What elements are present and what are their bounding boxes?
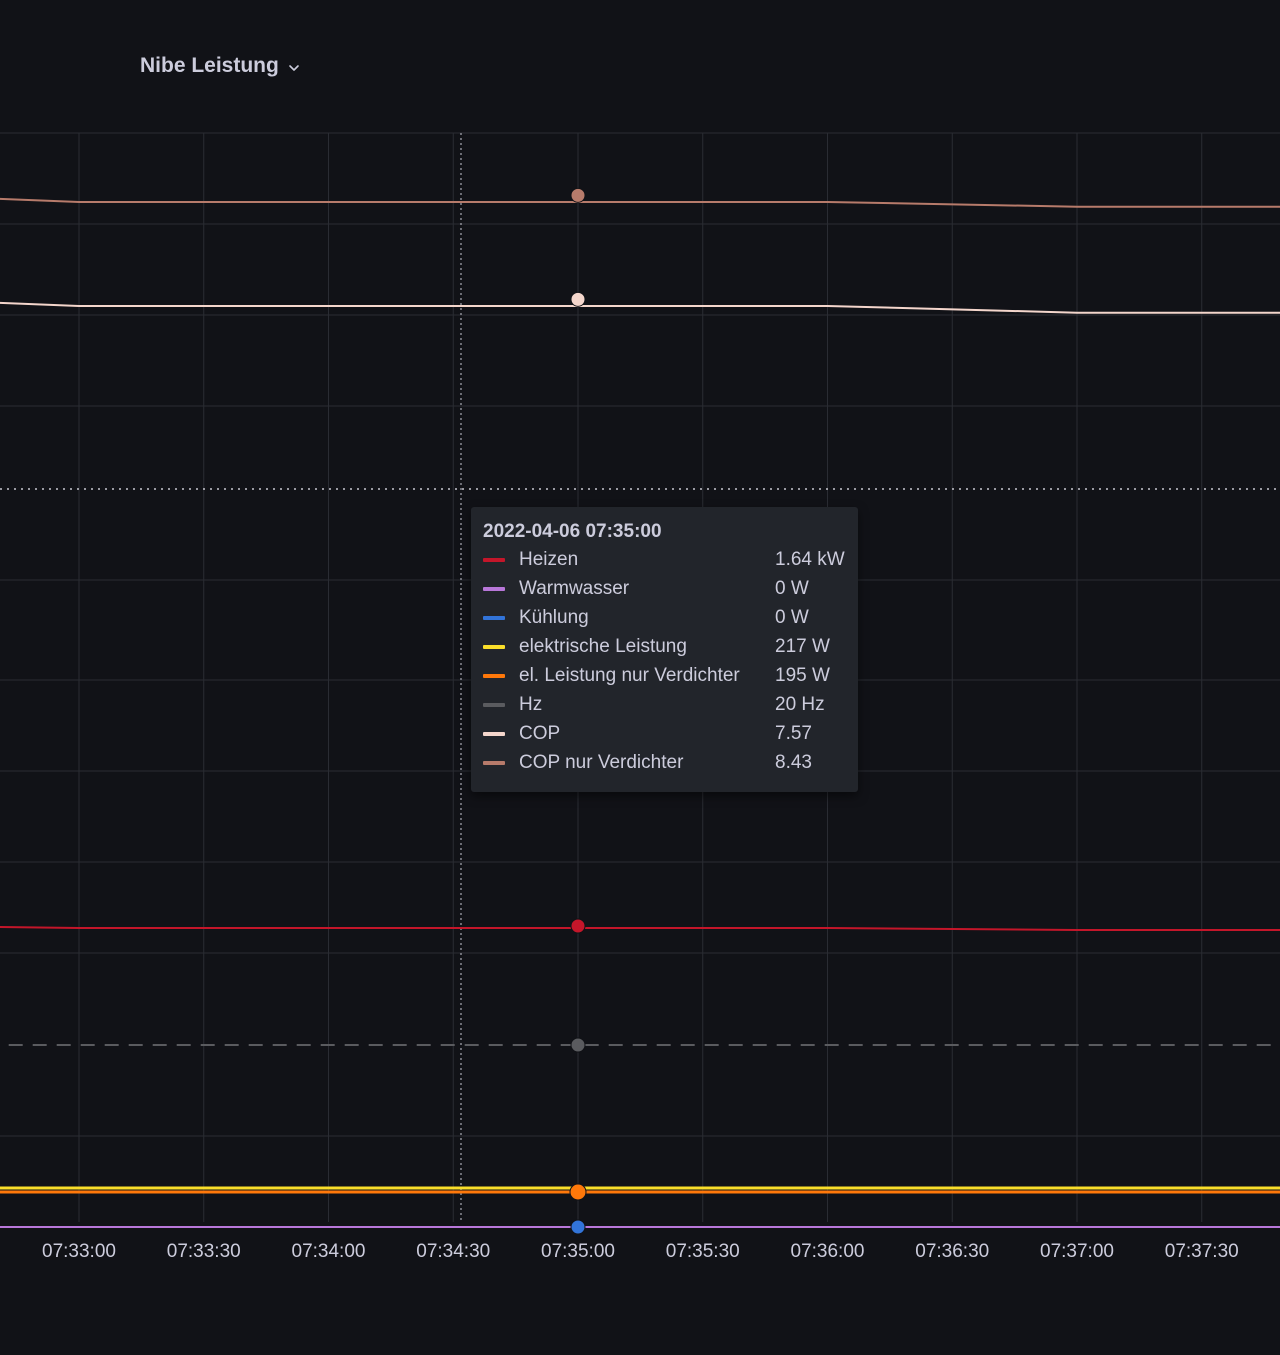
tooltip-row: Kühlung 0 W [483,603,846,632]
hover-point [570,1219,586,1235]
series-color-swatch [483,702,505,707]
x-tick-label: 07:35:30 [666,1241,740,1262]
series-color-swatch [483,586,505,591]
series-value: 7.57 [775,722,812,744]
series-value: 1.64 kW [775,548,845,570]
tooltip-row: el. Leistung nur Verdichter 195 W [483,661,846,690]
series-line [0,926,1280,931]
series-value: 20 Hz [775,693,825,715]
x-tick-label: 07:37:00 [1040,1241,1114,1262]
tooltip-time: 2022-04-06 07:35:00 [483,521,662,542]
x-tick-label: 07:34:00 [292,1241,366,1262]
x-axis: 07:33:00 07:33:30 07:34:00 07:34:30 07:35:00… [42,1241,1239,1262]
panel-header-menu[interactable]: Nibe Leistung [140,48,301,84]
x-tick-label: 07:37:30 [1165,1241,1239,1262]
series-name: Heizen [519,548,579,570]
tooltip-row: Hz 20 Hz [483,690,846,719]
series-name: COP nur Verdichter [519,751,684,773]
series-color-swatch [483,557,505,562]
panel-title: Nibe Leistung [140,54,279,77]
hover-point [570,1037,586,1053]
x-tick-label: 07:33:30 [167,1241,241,1262]
grid-lines [0,132,1280,1222]
x-tick-label: 07:36:00 [791,1241,865,1262]
chevron-down-icon[interactable] [287,61,301,75]
tooltip-row: elektrische Leistung 217 W [483,632,846,661]
series-name: el. Leistung nur Verdichter [519,664,740,686]
tooltip-row: COP 7.57 [483,719,846,748]
series-color-swatch [483,644,505,649]
series-color-swatch [483,615,505,620]
hover-point [569,1183,587,1201]
tooltip-legend: Heizen 1.64 kW Warmwasser 0 W Kühlung 0 W elek… [483,545,846,777]
x-tick-label: 07:33:00 [42,1241,116,1262]
series-lines [0,197,1280,1228]
series-name: Kühlung [519,606,589,628]
tooltip-row: Heizen 1.64 kW [483,545,846,574]
series-value: 0 W [775,577,809,599]
x-tick-label: 07:34:30 [416,1241,490,1262]
series-value: 217 W [775,635,830,657]
x-tick-label: 07:35:00 [541,1241,615,1262]
hover-markers [569,187,587,1235]
hover-point [570,291,586,307]
series-name: Warmwasser [519,577,630,599]
tooltip-row: COP nur Verdichter 8.43 [483,748,846,777]
hover-point [570,187,586,203]
series-color-swatch [483,673,505,678]
series-name: elektrische Leistung [519,635,687,657]
hover-point [570,918,586,934]
series-value: 195 W [775,664,830,686]
series-color-swatch [483,760,505,765]
series-name: COP [519,722,561,744]
series-value: 8.43 [775,751,812,773]
series-name: Hz [519,693,543,715]
series-line [0,301,1280,314]
tooltip-row: Warmwasser 0 W [483,574,846,603]
series-value: 0 W [775,606,809,628]
series-color-swatch [483,731,505,736]
hover-tooltip: 2022-04-06 07:35:00 Heizen 1.64 kW Warmwas… [471,507,858,792]
series-line [0,197,1280,208]
x-tick-label: 07:36:30 [915,1241,989,1262]
